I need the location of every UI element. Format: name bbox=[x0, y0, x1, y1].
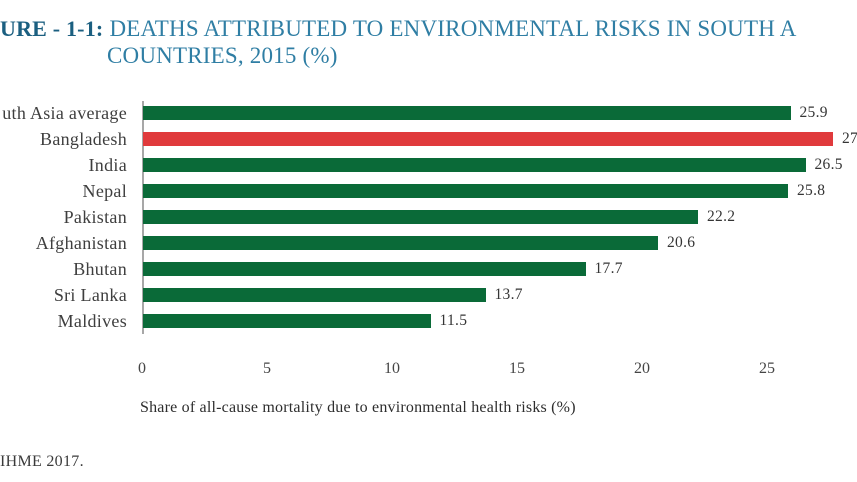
x-tick-label: 15 bbox=[509, 360, 525, 377]
x-axis-label: Share of all-cause mortality due to envi… bbox=[140, 399, 576, 416]
x-tick-label: 25 bbox=[759, 360, 775, 377]
bar-segment bbox=[143, 210, 698, 224]
value-label: 25.9 bbox=[799, 104, 828, 121]
x-tick-label: 20 bbox=[634, 360, 650, 377]
x-tick-label: 10 bbox=[384, 360, 400, 377]
figure-title-line1: URE - 1-1: DEATHS ATTRIBUTED TO ENVIRONME… bbox=[0, 16, 797, 42]
figure-number-label: URE - 1-1: bbox=[0, 16, 104, 41]
value-label: 22.2 bbox=[707, 208, 736, 225]
figure-title-text: DEATHS ATTRIBUTED TO ENVIRONMENTAL RISKS… bbox=[109, 16, 797, 41]
bar-segment bbox=[143, 262, 586, 276]
value-label: 11.5 bbox=[439, 312, 468, 329]
category-label: Nepal bbox=[82, 181, 127, 201]
bar-segment bbox=[143, 184, 788, 198]
category-label: Pakistan bbox=[63, 207, 127, 227]
value-label: 17.7 bbox=[594, 260, 623, 277]
x-tick-label: 0 bbox=[138, 360, 146, 377]
category-label: Bhutan bbox=[73, 259, 127, 279]
bar-segment bbox=[143, 236, 658, 250]
value-label: 25.8 bbox=[797, 182, 826, 199]
category-label: Afghanistan bbox=[35, 233, 127, 253]
bar-segment bbox=[143, 158, 806, 172]
category-label: Bangladesh bbox=[40, 129, 127, 149]
source-note: IHME 2017. bbox=[0, 453, 84, 470]
category-label: uth Asia average bbox=[2, 103, 127, 123]
x-tick-label: 5 bbox=[263, 360, 271, 377]
category-label: Sri Lanka bbox=[53, 285, 127, 305]
value-label: 20.6 bbox=[667, 234, 696, 251]
bar-highlight bbox=[143, 132, 833, 146]
value-label: 13.7 bbox=[494, 286, 523, 303]
value-label: 26.5 bbox=[814, 156, 843, 173]
category-label: Maldives bbox=[57, 311, 127, 331]
bar-segment bbox=[143, 314, 431, 328]
value-label: 27 bbox=[842, 130, 857, 147]
bar-segment bbox=[143, 288, 486, 302]
figure-title-line2: COUNTRIES, 2015 (%) bbox=[107, 43, 338, 68]
category-label: India bbox=[88, 155, 127, 175]
bar-segment bbox=[143, 106, 791, 120]
